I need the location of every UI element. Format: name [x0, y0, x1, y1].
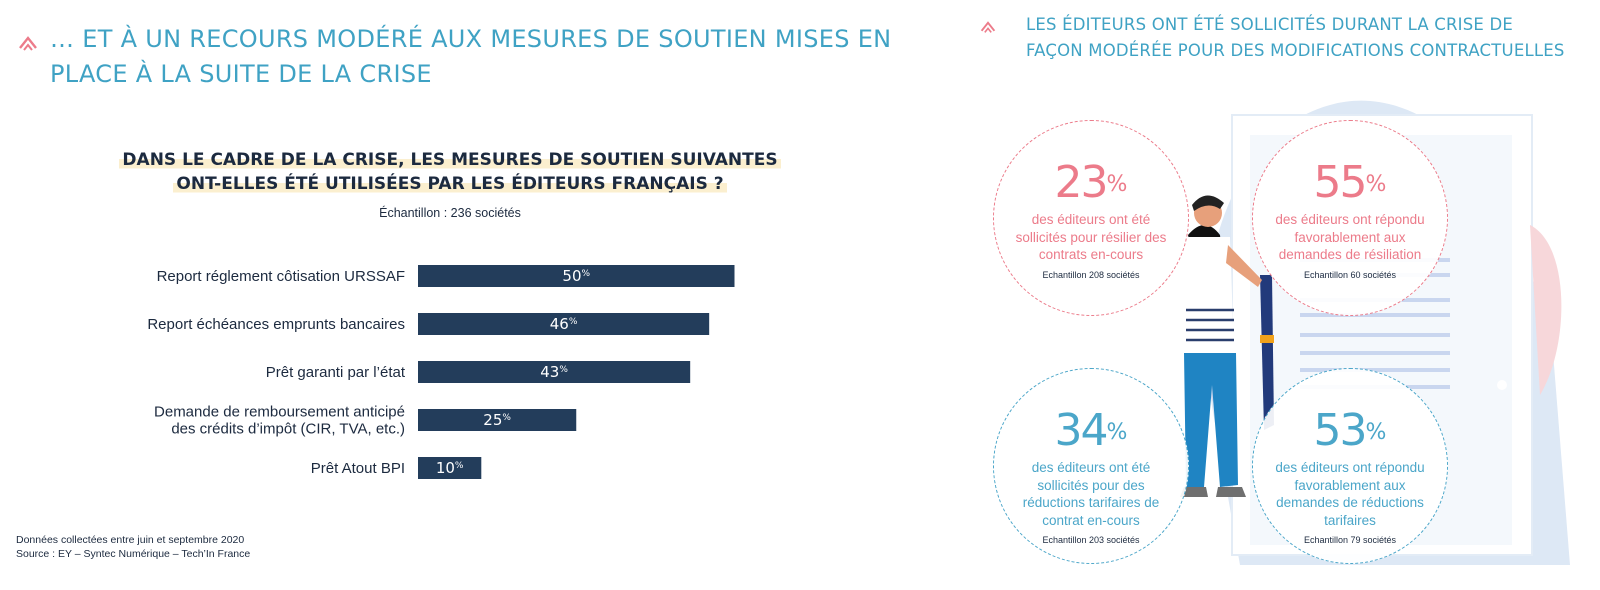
stat-percent: 53% — [1313, 405, 1387, 456]
stat-sample: Echantillon 203 sociétés — [1042, 535, 1140, 545]
bar-1 — [418, 313, 710, 335]
bar-value-label: 10% — [436, 459, 464, 477]
right-title-line1: LES ÉDITEURS ONT ÉTÉ SOLLICITÉS DURANT L… — [1026, 15, 1514, 34]
stat-circle-price-reduction-requests: 34% des éditeurs ont été sollicités pour… — [993, 368, 1189, 564]
stat-circle-cancellation-requests: 23% des éditeurs ont été sollicités pour… — [993, 120, 1189, 316]
right-section-title: LES ÉDITEURS ONT ÉTÉ SOLLICITÉS DURANT L… — [1026, 12, 1566, 64]
footer-collection: Données collectées entre juin et septemb… — [16, 534, 245, 546]
footer: Données collectées entre juin et septemb… — [16, 533, 250, 561]
chevron-up-icon — [19, 36, 37, 51]
bar-value-label: 46% — [550, 315, 578, 333]
stat-description: des éditeurs ont répondu favorablement a… — [1275, 460, 1425, 528]
stat-sample: Echantillon 208 sociétés — [1042, 269, 1140, 280]
stat-description: des éditeurs ont répondu favorablement a… — [1275, 212, 1425, 262]
bar-category-label: Demande de remboursement anticipé des cré… — [154, 404, 405, 438]
bar-category-label: Report échéances emprunts bancaires — [147, 316, 405, 333]
right-title-line2: FAÇON MODÉRÉE POUR DES MODIFICATIONS CON… — [1026, 41, 1565, 60]
footer-source: Source : EY – Syntec Numérique – Tech’In… — [16, 548, 251, 560]
bar-value-label: 43% — [540, 363, 568, 381]
stat-percent: 34% — [1054, 405, 1128, 456]
chart-title-line2: ONT-ELLES ÉTÉ UTILISÉES PAR LES ÉDITEURS… — [173, 174, 727, 194]
chart-title: DANS LE CADRE DE LA CRISE, LES MESURES D… — [110, 148, 790, 196]
bar-0 — [418, 265, 735, 287]
bar-4 — [418, 457, 482, 479]
stat-percent: 55% — [1313, 157, 1387, 208]
stat-circle-cancellation-accepted: 55% des éditeurs ont répondu favorableme… — [1252, 120, 1448, 316]
stat-description: des éditeurs ont été sollicités pour rés… — [1015, 212, 1167, 262]
bar-category-label: Prêt garanti par l’état — [266, 364, 406, 381]
stat-description: des éditeurs ont été sollicités pour des… — [1022, 460, 1160, 528]
bar-2 — [418, 361, 691, 383]
bar-value-label: 50% — [562, 267, 590, 285]
stat-percent: 23% — [1054, 157, 1128, 208]
stat-sample: Echantillon 79 sociétés — [1303, 535, 1397, 545]
bar-value-label: 25% — [483, 411, 511, 429]
bar-category-label: Prêt Atout BPI — [311, 460, 405, 477]
bar-chart: Report réglement côtisation URSSAF 50% Rep… — [147, 265, 735, 479]
stat-circle-price-reduction-accepted: 53% des éditeurs ont répondu favorableme… — [1252, 368, 1448, 564]
chevron-up-icon — [980, 21, 996, 33]
chart-title-line1: DANS LE CADRE DE LA CRISE, LES MESURES D… — [119, 150, 781, 170]
section-title: … ET À UN RECOURS MODÉRÉ AUX MESURES DE … — [50, 25, 892, 88]
bar-3 — [418, 409, 577, 431]
bar-category-label: Report réglement côtisation URSSAF — [157, 268, 405, 285]
stat-sample: Echantillon 60 sociétés — [1303, 269, 1397, 280]
chart-sample: Échantillon : 236 sociétés — [379, 206, 521, 220]
